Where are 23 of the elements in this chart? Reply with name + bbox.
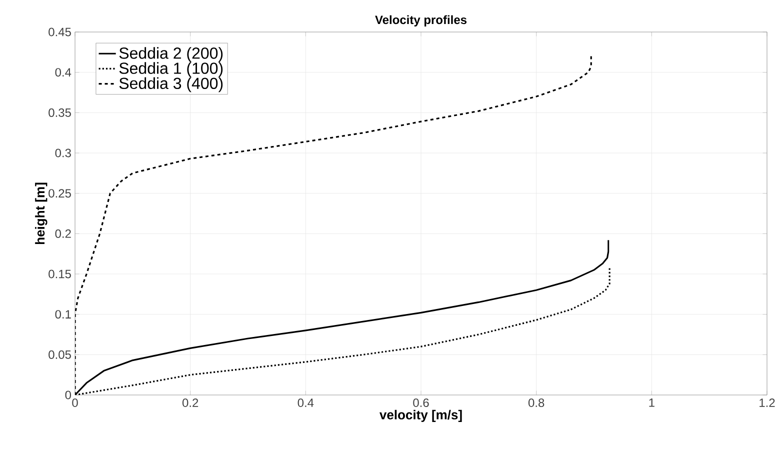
x-tick-label: 0.2 xyxy=(182,398,198,408)
x-axis-title: velocity [m/s] xyxy=(380,410,462,422)
x-tick-label: 1 xyxy=(649,398,654,407)
y-tick-label: 0.3 xyxy=(55,148,71,158)
x-tick-label: 0 xyxy=(72,398,78,408)
x-tick-label: 1.2 xyxy=(760,398,775,407)
y-tick-label: 0.15 xyxy=(48,270,71,278)
y-axis-title: height [m] xyxy=(35,182,48,244)
y-tick-label: 0.4 xyxy=(55,68,72,77)
legend-label: Seddia 1 (100) xyxy=(119,62,223,78)
chart-title: Velocity profiles xyxy=(375,15,467,26)
legend-label: Seddia 3 (400) xyxy=(119,77,223,92)
x-tick-label: 0.4 xyxy=(298,398,314,408)
y-tick-label: 0.05 xyxy=(48,350,71,359)
legend-label: Seddia 2 (200) xyxy=(119,47,223,62)
y-tick-label: 0.45 xyxy=(48,28,71,36)
y-tick-label: 0.35 xyxy=(48,108,71,117)
y-tick-label: 0.1 xyxy=(55,310,71,319)
y-tick-label: 0 xyxy=(65,390,72,400)
y-tick-label: 0.25 xyxy=(48,189,71,198)
x-tick-label: 0.6 xyxy=(413,398,429,408)
y-tick-label: 0.2 xyxy=(55,229,71,238)
x-tick-label: 0.8 xyxy=(528,398,544,408)
